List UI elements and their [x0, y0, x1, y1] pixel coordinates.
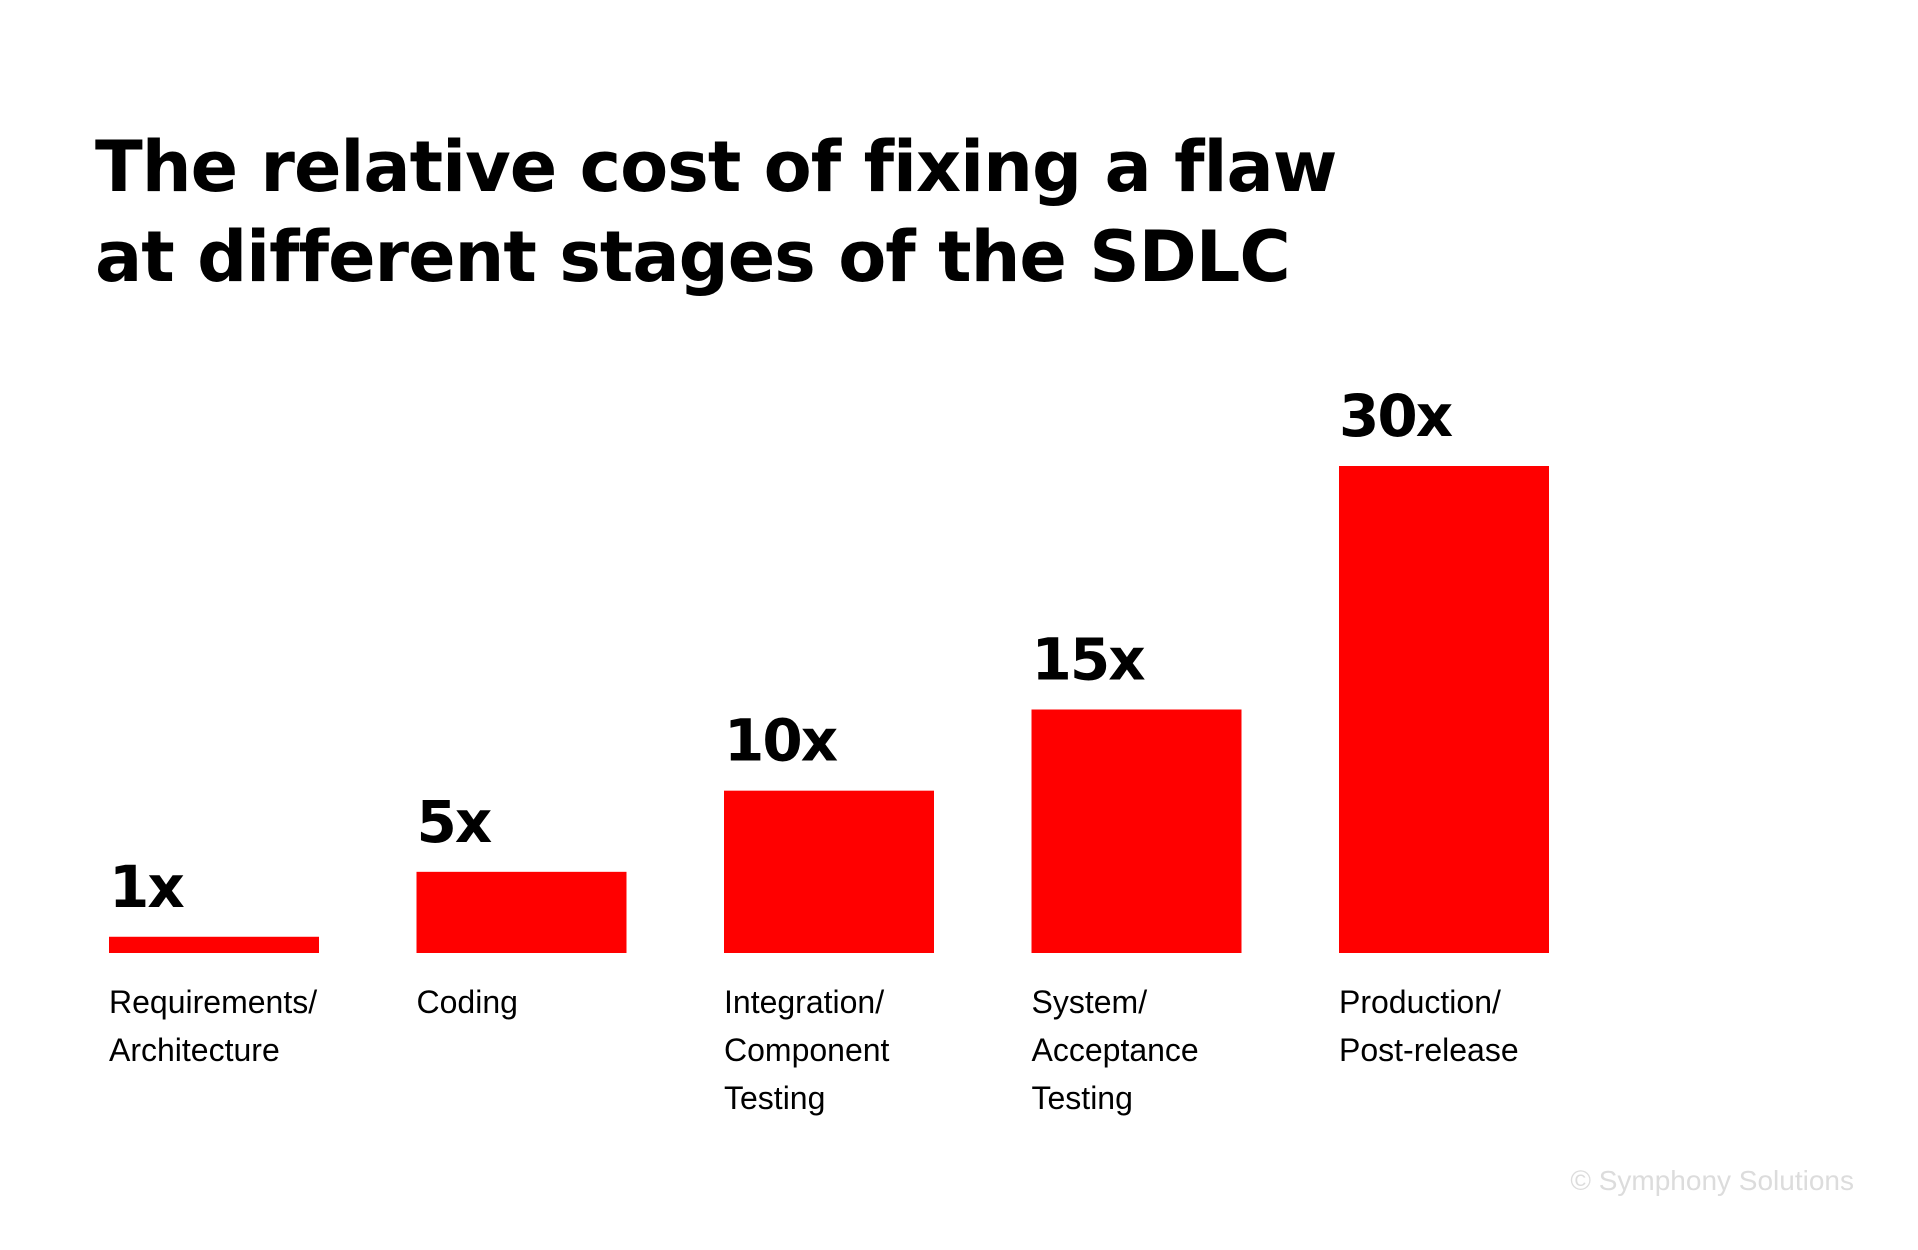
- category-label-line: Component: [724, 1032, 890, 1068]
- bar-5: [1339, 466, 1549, 953]
- chart-title-line-2: at different stages of the SDLC: [95, 216, 1291, 298]
- category-label-line: Acceptance: [1032, 1032, 1199, 1068]
- bar-value-label-1: 1x: [109, 853, 184, 921]
- bar-value-label-2: 5x: [417, 788, 492, 856]
- category-label-line: Requirements/: [109, 984, 317, 1020]
- bar-3: [724, 790, 934, 953]
- bar-value-label-5: 30x: [1339, 382, 1453, 450]
- category-label-line: Coding: [417, 984, 518, 1020]
- category-label-line: System/: [1032, 984, 1148, 1020]
- category-label-line: Production/: [1339, 984, 1501, 1020]
- category-label-line: Architecture: [109, 1032, 280, 1068]
- category-label-line: Testing: [724, 1080, 825, 1116]
- category-label-1: Requirements/Architecture: [109, 984, 317, 1068]
- bar-2: [416, 871, 627, 953]
- category-label-line: Post-release: [1339, 1032, 1519, 1068]
- chart-title: The relative cost of fixing a flaw at di…: [95, 122, 1595, 302]
- category-label-line: Integration/: [724, 984, 884, 1020]
- chart-title-line-1: The relative cost of fixing a flaw: [95, 126, 1337, 208]
- bar-value-label-3: 10x: [724, 707, 838, 775]
- bar-1: [109, 936, 319, 953]
- category-label-2: Coding: [417, 984, 518, 1020]
- bar-value-label-4: 15x: [1032, 626, 1146, 694]
- category-label-3: Integration/Component Testing: [724, 984, 890, 1116]
- category-label-line: Testing: [1032, 1080, 1133, 1116]
- category-label-5: Production/Post-release: [1339, 984, 1519, 1068]
- category-label-4: System/Acceptance Testing: [1032, 984, 1199, 1116]
- bar-4: [1031, 709, 1242, 953]
- copyright-credit: © Symphony Solutions: [1570, 1165, 1854, 1196]
